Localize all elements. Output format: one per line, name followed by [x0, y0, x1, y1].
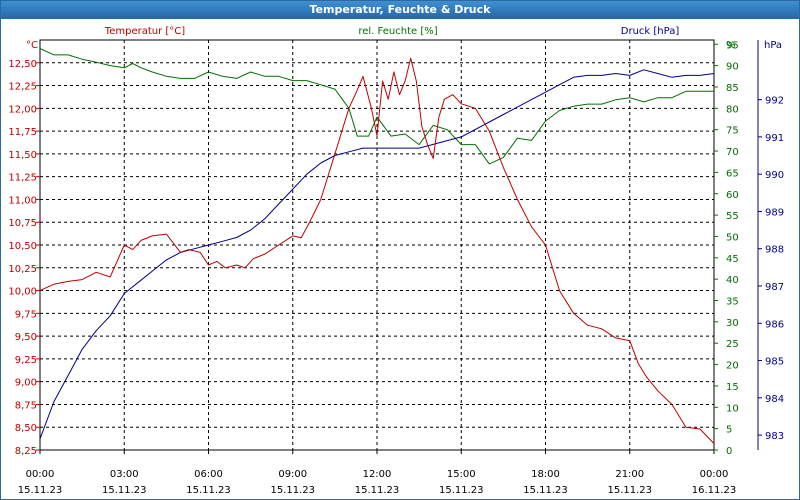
temperature-tick-label: 10,25	[8, 264, 37, 275]
temperature-tick-label: 11,00	[8, 195, 37, 206]
humidity-tick-label: 65	[726, 168, 739, 179]
series-lines	[39, 48, 715, 444]
pressure-tick-label: 984	[765, 394, 784, 405]
temperature-axis-label: Temperatur [°C]	[104, 26, 185, 37]
temperature-tick-label: 9,75	[15, 309, 37, 320]
temperature-tick-label: 9,00	[15, 378, 37, 389]
humidity-tick-label: 70	[726, 147, 739, 158]
pressure-tick-label: 986	[765, 319, 784, 330]
x-tick-date: 15.11.23	[607, 485, 652, 496]
x-tick-time: 00:00	[700, 469, 729, 480]
humidity-series-line	[39, 48, 714, 165]
humidity-tick-label: 0	[726, 446, 732, 457]
x-tick-date: 15.11.23	[186, 485, 231, 496]
pressure-tick-label: 985	[765, 357, 784, 368]
x-tick-date: 15.11.23	[18, 485, 63, 496]
humidity-tick-label: 10	[726, 403, 739, 414]
temperature-tick-label: 10,75	[8, 218, 37, 229]
humidity-tick-label: 40	[726, 275, 739, 286]
humidity-tick-label: 90	[726, 62, 739, 73]
x-tick-time: 00:00	[26, 469, 55, 480]
humidity-tick-label: 85	[726, 83, 739, 94]
temperature-tick-label: 8,50	[15, 423, 37, 434]
x-tick-time: 15:00	[447, 469, 476, 480]
humidity-tick-label: 30	[726, 318, 739, 329]
humidity-tick-label: 20	[726, 361, 739, 372]
humidity-tick-label: 15	[726, 382, 739, 393]
humidity-tick-label: 45	[726, 254, 739, 265]
humidity-tick-label: 55	[726, 211, 739, 222]
temperature-tick-label: 9,25	[15, 355, 37, 366]
temperature-tick-label: 11,50	[8, 150, 37, 161]
axes: 00:00 15.11.23 03:00 15.11.23 06:00 15.11.23 0…	[8, 26, 784, 496]
temperature-tick-label: 12,50	[8, 59, 37, 70]
humidity-tick-label: 75	[726, 126, 739, 137]
temperature-tick-label: 12,25	[8, 82, 37, 93]
pressure-axis-label: Druck [hPa]	[621, 26, 680, 37]
x-tick-date: 15.11.23	[523, 485, 568, 496]
pressure-tick-label: 989	[765, 207, 784, 218]
pressure-tick-label: 990	[765, 170, 784, 181]
pressure-series-line	[39, 69, 715, 439]
x-tick-time: 12:00	[363, 469, 392, 480]
temperature-tick-label: 10,00	[8, 287, 37, 298]
pressure-tick-label: 983	[765, 431, 784, 442]
temperature-tick-label: 11,25	[8, 173, 37, 184]
temperature-tick-label: 11,75	[8, 127, 37, 138]
pressure-tick-label: 988	[765, 245, 784, 256]
pressure-unit: hPa	[764, 40, 782, 51]
humidity-tick-label: 60	[726, 190, 739, 201]
humidity-tick-label: 5	[726, 425, 732, 436]
x-tick-date: 15.11.23	[270, 485, 315, 496]
x-tick-date: 15.11.23	[102, 485, 147, 496]
temperature-tick-label: 10,50	[8, 241, 37, 252]
x-tick-date: 15.11.23	[355, 485, 400, 496]
temperature-tick-label: 8,75	[15, 400, 37, 411]
x-tick-time: 09:00	[278, 469, 307, 480]
x-tick-time: 06:00	[194, 469, 223, 480]
x-tick-time: 21:00	[615, 469, 644, 480]
pressure-tick-label: 987	[765, 282, 784, 293]
x-tick-time: 18:00	[531, 469, 560, 480]
x-tick-time: 03:00	[110, 469, 139, 480]
humidity-axis-label: rel. Feuchte [%]	[358, 26, 437, 37]
x-tick-date: 16.11.23	[692, 485, 737, 496]
humidity-tick-label: 80	[726, 104, 739, 115]
temperature-tick-label: 12,00	[8, 104, 37, 115]
pressure-tick-label: 991	[765, 133, 784, 144]
humidity-tick-label: 35	[726, 297, 739, 308]
temperature-tick-label: 9,50	[15, 332, 37, 343]
humidity-tick-label: 25	[726, 339, 739, 350]
humidity-tick-label: 50	[726, 232, 739, 243]
temperature-tick-label: 8,25	[15, 446, 37, 457]
x-tick-date: 15.11.23	[439, 485, 484, 496]
humidity-tick-label: 95	[726, 40, 739, 51]
temperature-series-line	[39, 57, 715, 444]
temperature-unit: °C	[26, 40, 38, 51]
pressure-tick-label: 992	[765, 96, 784, 107]
window-title: Temperatur, Feuchte & Druck	[1, 1, 799, 19]
humidity-unit: %	[726, 40, 736, 51]
